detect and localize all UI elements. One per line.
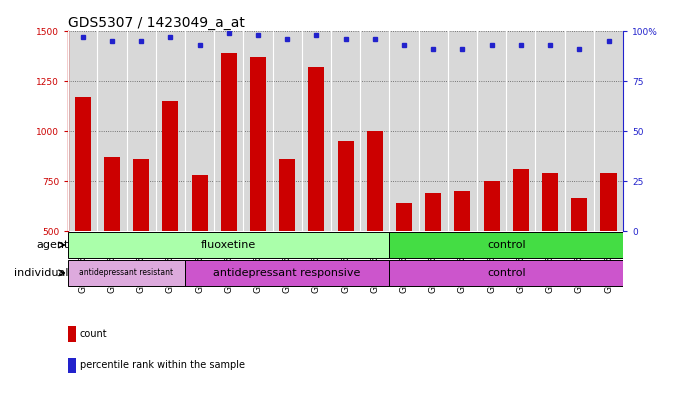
Bar xyxy=(162,101,178,231)
Bar xyxy=(133,159,149,231)
Bar xyxy=(601,173,616,231)
Bar xyxy=(185,259,390,286)
Text: antidepressant resistant: antidepressant resistant xyxy=(80,268,174,277)
Bar xyxy=(308,67,324,231)
Text: control: control xyxy=(487,268,526,278)
Bar xyxy=(221,53,237,231)
Bar xyxy=(191,175,208,231)
Bar xyxy=(68,259,185,286)
Bar xyxy=(390,259,623,286)
Bar xyxy=(68,231,390,258)
Bar xyxy=(513,169,529,231)
Bar xyxy=(542,173,558,231)
Text: count: count xyxy=(80,329,108,339)
Bar xyxy=(75,97,91,231)
Bar xyxy=(454,191,471,231)
Bar xyxy=(338,141,353,231)
Bar xyxy=(425,193,441,231)
Text: fluoxetine: fluoxetine xyxy=(201,240,256,250)
Bar xyxy=(390,231,623,258)
Bar xyxy=(396,203,412,231)
Bar xyxy=(250,57,266,231)
Text: agent: agent xyxy=(36,240,69,250)
Text: individual: individual xyxy=(14,268,69,278)
Bar xyxy=(484,181,500,231)
Text: control: control xyxy=(487,240,526,250)
Text: GDS5307 / 1423049_a_at: GDS5307 / 1423049_a_at xyxy=(68,17,245,30)
Bar xyxy=(104,157,120,231)
Bar xyxy=(279,159,296,231)
Bar xyxy=(367,131,383,231)
Text: antidepressant responsive: antidepressant responsive xyxy=(214,268,361,278)
Bar xyxy=(571,198,587,231)
Text: percentile rank within the sample: percentile rank within the sample xyxy=(80,360,244,371)
